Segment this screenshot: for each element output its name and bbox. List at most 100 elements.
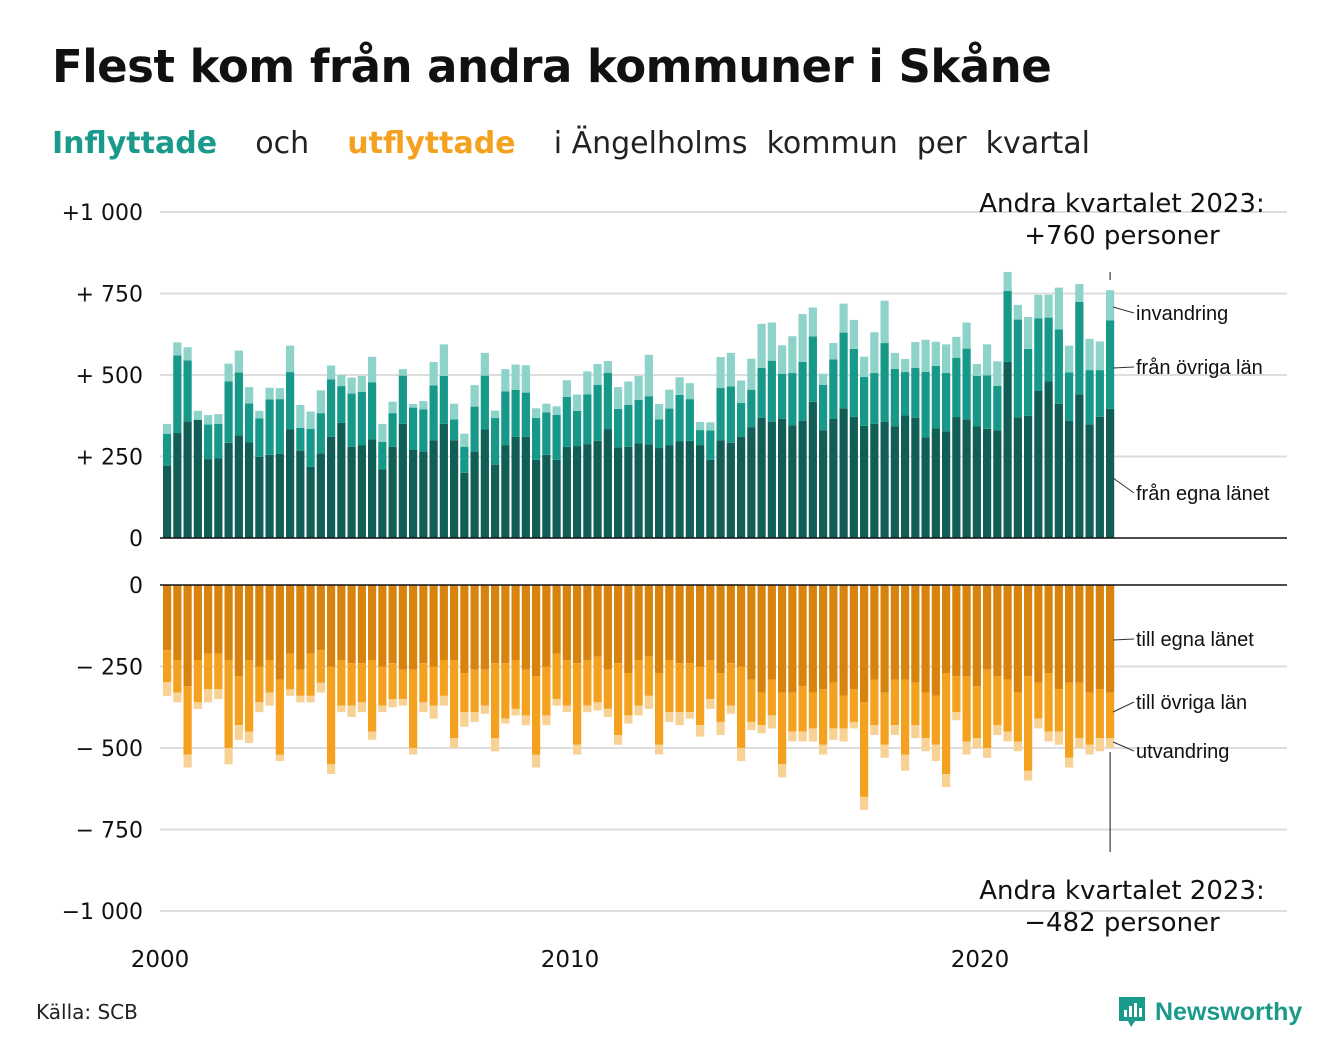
newsworthy-logo-text: Newsworthy (1155, 997, 1303, 1026)
top-bar-segment (1024, 348, 1033, 416)
top-bar-segment (685, 383, 694, 400)
top-bar-segment (767, 322, 776, 361)
bottom-bar-segment (849, 721, 858, 729)
bottom-bar-segment (583, 659, 592, 706)
top-bar-segment (573, 410, 582, 447)
top-bar-segment (747, 389, 756, 428)
bottom-bar-segment (480, 585, 489, 670)
bottom-bar-segment (942, 585, 951, 674)
top-bar-segment (460, 433, 469, 447)
top-bar-segment (347, 446, 356, 538)
top-bar-segment (255, 456, 264, 538)
top-bar-segment (265, 399, 274, 455)
bottom-bar-segment (521, 585, 530, 670)
bottom-bar-segment (327, 764, 336, 775)
bottom-bar-segment (808, 728, 817, 742)
top-bar-segment (829, 359, 838, 420)
bottom-bar-segment (1085, 744, 1094, 755)
bottom-bar-segment (204, 585, 213, 654)
bottom-bar-segment (460, 673, 469, 713)
top-bar-segment (901, 415, 910, 538)
bottom-bar-segment (398, 699, 407, 706)
bottom-bar-segment (890, 679, 899, 726)
bottom-bar-segment (655, 673, 664, 745)
top-bar-segment (880, 343, 889, 422)
top-bar-segment (286, 372, 295, 430)
top-bar-segment (245, 387, 254, 404)
bottom-bar-segment (706, 585, 715, 660)
top-bar-segment (419, 401, 428, 410)
bottom-bar-segment (757, 725, 766, 734)
bottom-bar-segment (388, 699, 397, 708)
top-bar-segment (173, 355, 182, 434)
top-bar-segment (470, 385, 479, 407)
top-bar-segment (706, 459, 715, 538)
top-bar-segment (480, 429, 489, 538)
bottom-bar-segment (839, 585, 848, 696)
bottom-bar-segment (788, 731, 797, 742)
bottom-bar-segment (573, 744, 582, 755)
top-bar-segment (685, 440, 694, 538)
bottom-bar-segment (409, 669, 418, 748)
top-bar-segment (450, 403, 459, 420)
bottom-bar-segment (942, 774, 951, 788)
bottom-bar-segment (511, 585, 520, 660)
top-bar-segment (1054, 287, 1063, 330)
bottom-bar-segment (316, 650, 325, 683)
top-bar-segment (1044, 317, 1053, 382)
top-bar-segment (470, 406, 479, 452)
top-bar-segment (429, 440, 438, 538)
bottom-ytick-label: − 750 (76, 819, 143, 844)
top-bar-segment (1054, 329, 1063, 404)
bottom-bar-segment (829, 728, 838, 740)
bottom-bar-segment (327, 585, 336, 667)
bottom-bar-segment (1034, 682, 1043, 719)
bottom-series-label: till egna länet (1136, 629, 1254, 651)
bottom-bar-segment (521, 715, 530, 726)
bottom-bar-segment (214, 689, 223, 700)
bottom-bar-segment (901, 754, 910, 771)
bottom-bar-segment (1054, 689, 1063, 732)
top-bar-segment (275, 399, 284, 454)
top-bar-segment (593, 363, 602, 385)
top-bar-segment (296, 404, 305, 428)
bottom-bar-segment (1034, 585, 1043, 683)
bottom-bar-segment (931, 744, 940, 762)
top-bar-segment (255, 418, 264, 457)
bottom-bar-segment (716, 721, 725, 735)
bottom-bar-segment (501, 663, 510, 719)
top-bar-segment (419, 409, 428, 452)
bottom-bar-segment (542, 666, 551, 716)
top-bar-segment (183, 347, 192, 361)
top-bar-segment (265, 387, 274, 400)
chart-subtitle: Inflyttade och utflyttade i Ängelholms k… (52, 126, 1090, 161)
top-bar-segment (275, 388, 284, 400)
bottom-bar-segment (1095, 585, 1104, 690)
top-bar-segment (706, 422, 715, 431)
top-bar-segment (870, 373, 879, 424)
bottom-bar-segment (675, 585, 684, 664)
bottom-bar-segment (450, 738, 459, 748)
top-bar-segment (327, 365, 336, 380)
bottom-bar-segment (1024, 770, 1033, 781)
top-bar-segment (860, 356, 869, 377)
top-bar-segment (931, 341, 940, 366)
top-bar-segment (1075, 394, 1084, 538)
top-bar-segment (952, 357, 961, 418)
bottom-bar-segment (286, 653, 295, 690)
bottom-bar-segment (665, 659, 674, 713)
top-bar-segment (1034, 390, 1043, 538)
bottom-bar-segment (819, 689, 828, 745)
bottom-bar-segment (685, 663, 694, 713)
top-bar-segment (778, 418, 787, 538)
chart-title: Flest kom från andra kommuner i Skåne (52, 40, 1052, 93)
top-bar-segment (901, 372, 910, 416)
bottom-bar-segment (193, 702, 202, 709)
bottom-bar-segment (275, 585, 284, 680)
top-bar-segment (839, 408, 848, 538)
top-bar-segment (357, 391, 366, 446)
bottom-bar-segment (347, 585, 356, 664)
top-bar-segment (193, 419, 202, 538)
bottom-bar-segment (316, 585, 325, 651)
series-label-pointer (1112, 477, 1135, 494)
